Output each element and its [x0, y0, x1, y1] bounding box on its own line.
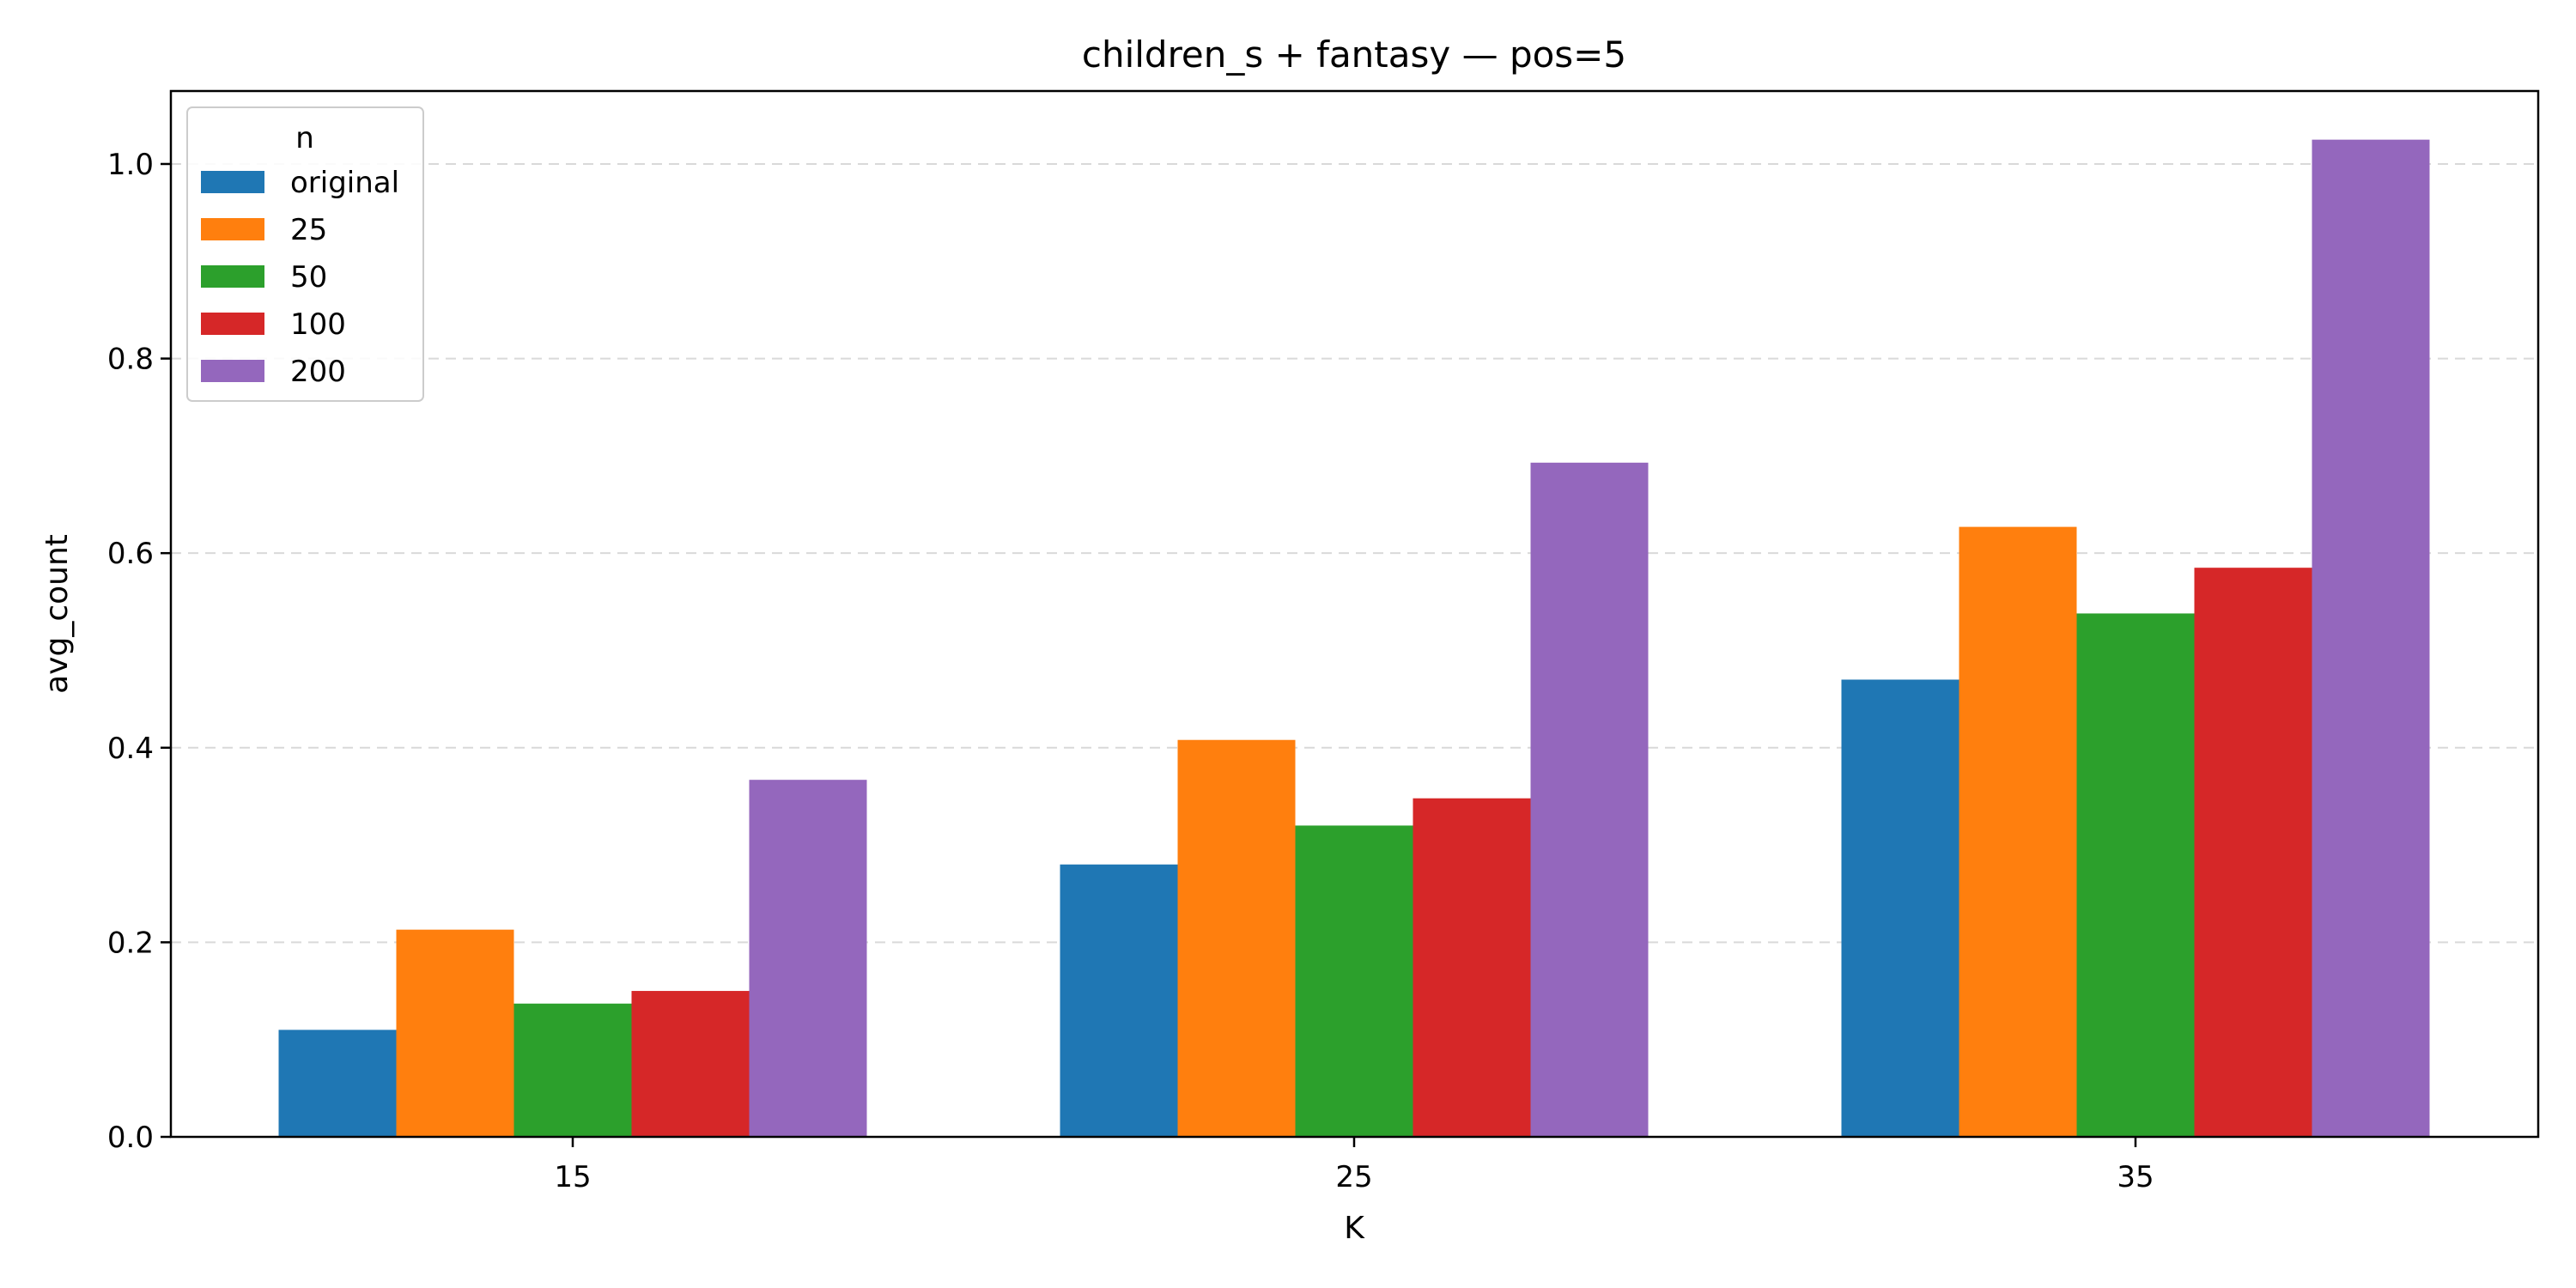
legend-entry: 200 — [290, 355, 346, 389]
y-tick-label: 0.2 — [107, 926, 154, 960]
legend-entry: 50 — [290, 260, 327, 295]
bar-25-k25 — [1177, 739, 1296, 1137]
x-tick-label: 35 — [2117, 1160, 2154, 1194]
y-axis-label: avg_count — [39, 534, 75, 694]
y-axis-ticks: 0.0 0.2 0.4 0.6 0.8 1.0 — [107, 148, 171, 1155]
bar-200-k25 — [1530, 462, 1649, 1137]
x-tick-label: 25 — [1335, 1160, 1372, 1194]
legend-entry: 100 — [290, 307, 346, 342]
bar-50-k15 — [513, 1003, 632, 1137]
y-tick-label: 1.0 — [107, 148, 154, 182]
bars — [278, 139, 2430, 1138]
bar-100-k15 — [631, 991, 750, 1137]
chart-title: children_s + fantasy — pos=5 — [1082, 33, 1626, 76]
bar-200-k15 — [749, 780, 867, 1137]
x-tick-label: 15 — [554, 1160, 591, 1194]
bar-original-k25 — [1060, 864, 1178, 1137]
bar-original-k35 — [1841, 679, 1959, 1137]
legend-swatch — [201, 171, 264, 193]
bar-25-k15 — [396, 929, 514, 1137]
y-tick-label: 0.4 — [107, 732, 154, 766]
legend-swatch — [201, 265, 264, 288]
y-tick-label: 0.0 — [107, 1121, 154, 1155]
y-tick-label: 0.6 — [107, 537, 154, 571]
legend-swatch — [201, 313, 264, 335]
legend: n original 25 50 100 200 — [186, 106, 424, 402]
x-axis-ticks: 15 25 35 — [554, 1137, 2154, 1194]
bar-50-k35 — [2076, 613, 2195, 1137]
x-axis-label: K — [1344, 1211, 1365, 1246]
legend-title: n — [295, 121, 314, 155]
bar-200-k35 — [2312, 139, 2430, 1138]
bar-100-k25 — [1413, 798, 1531, 1137]
legend-entry: 25 — [290, 213, 327, 247]
bar-100-k35 — [2194, 568, 2312, 1137]
legend-entry: original — [290, 166, 399, 200]
legend-swatch — [201, 218, 264, 240]
legend-swatch — [201, 360, 264, 382]
y-tick-label: 0.8 — [107, 343, 154, 377]
bar-50-k25 — [1295, 825, 1413, 1137]
bar-25-k35 — [1959, 526, 2077, 1137]
bar-original-k15 — [278, 1030, 397, 1137]
